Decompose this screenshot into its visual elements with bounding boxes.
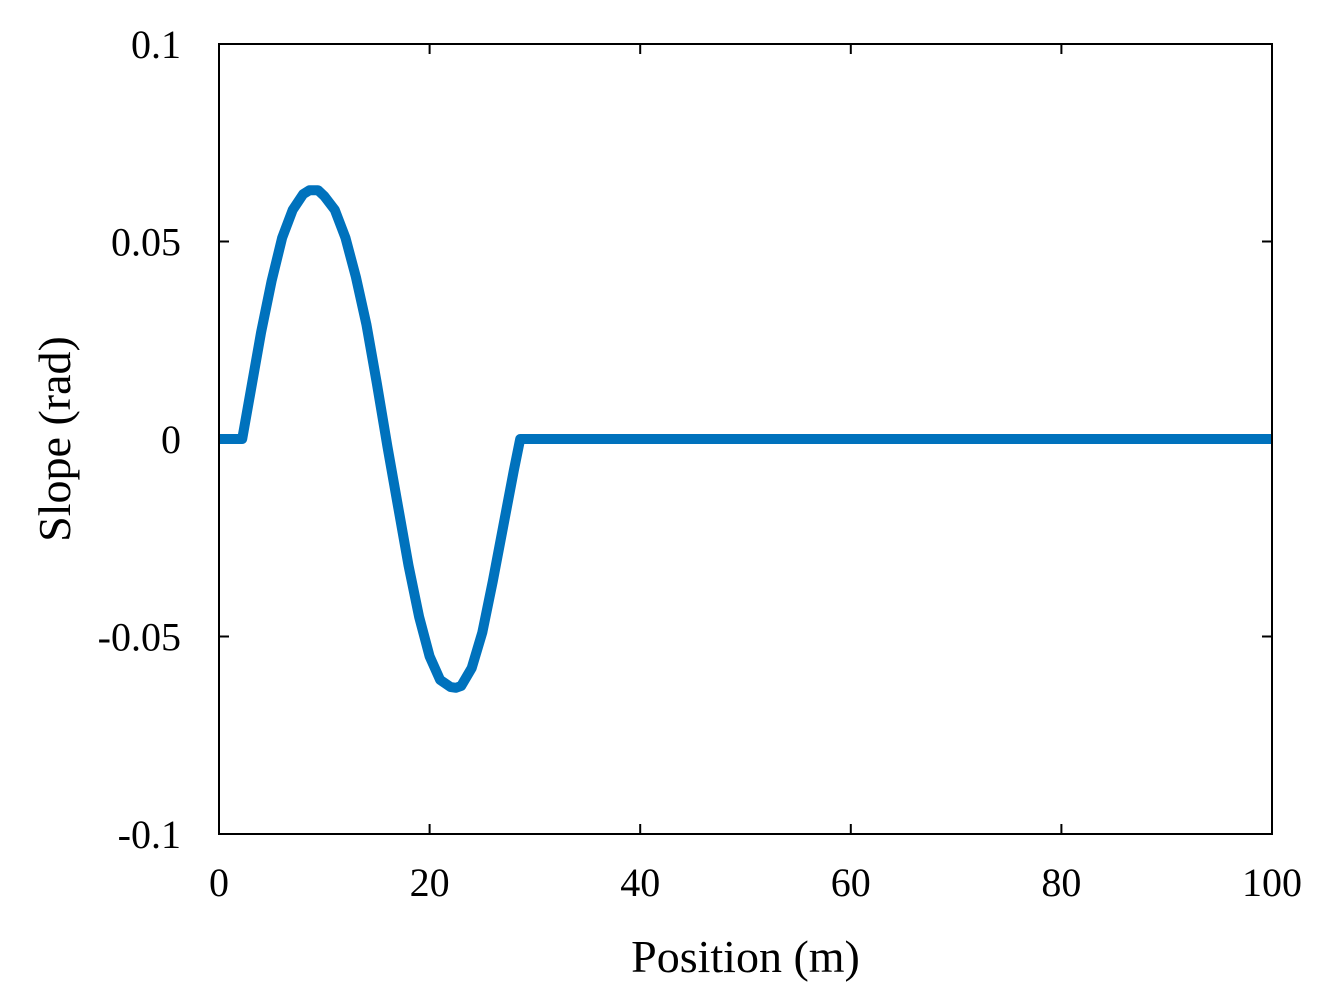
y-tick-label: -0.05 [98,615,181,660]
x-tick-label: 100 [1242,860,1302,905]
x-tick-label: 20 [410,860,450,905]
x-tick-label: 40 [620,860,660,905]
y-tick-label: -0.1 [118,812,181,857]
y-tick-label: 0 [161,417,181,462]
x-tick-label: 0 [209,860,229,905]
x-tick-label: 60 [831,860,871,905]
tick-labels: 0 20 40 60 80 100 -0.1 -0.05 0 0.05 0.1 [98,22,1302,905]
y-axis-label: Slope (rad) [29,336,80,542]
slope-series-line [219,185,1272,693]
y-tick-label: 0.05 [111,220,181,265]
x-tick-label: 80 [1041,860,1081,905]
axes-box [218,43,1273,835]
y-tick-label: 0.1 [131,22,181,67]
series [219,185,1272,693]
x-axis-label: Position (m) [631,931,860,982]
